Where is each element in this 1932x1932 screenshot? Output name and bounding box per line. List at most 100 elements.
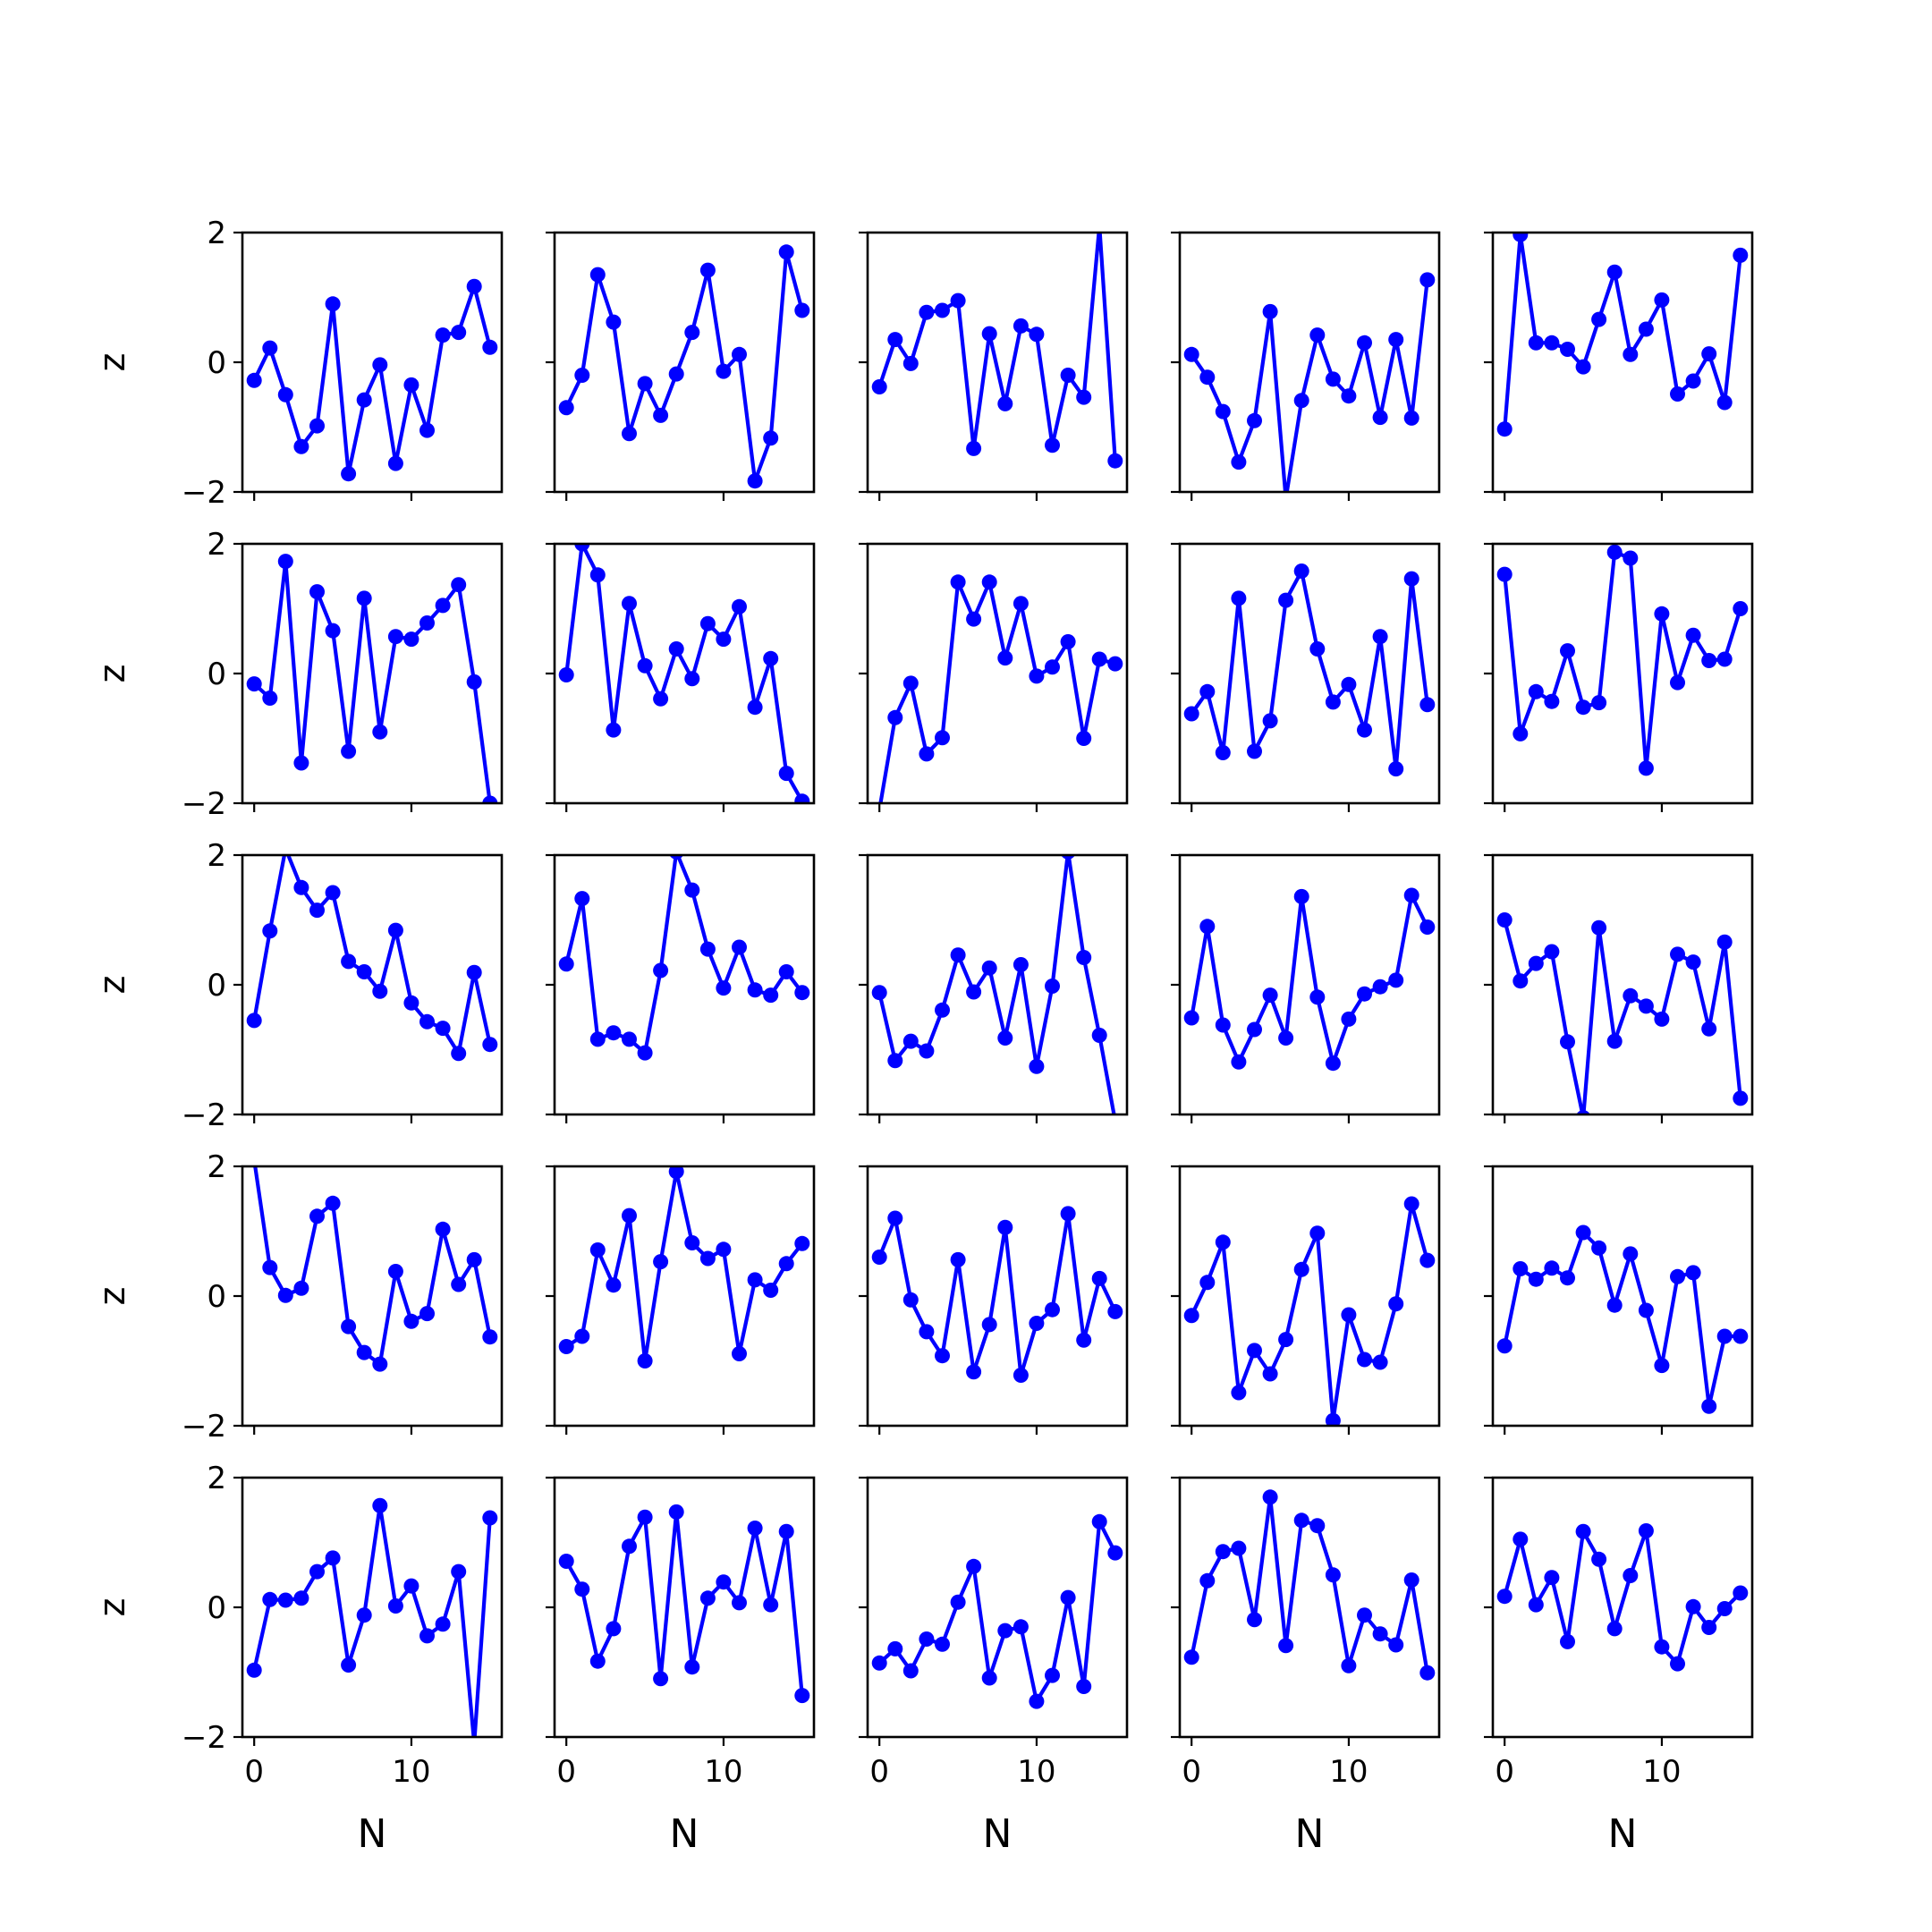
- data-point: [341, 743, 357, 759]
- data-point: [1045, 1667, 1060, 1683]
- data-point: [1513, 1531, 1529, 1547]
- data-point: [606, 722, 622, 738]
- x-tick-label: 10: [704, 1754, 742, 1790]
- data-point: [950, 1251, 966, 1267]
- data-point: [1623, 1568, 1639, 1583]
- series-line: [1190, 569, 1429, 771]
- data-point: [309, 418, 325, 434]
- data-point: [574, 544, 590, 552]
- data-point: [558, 1339, 574, 1354]
- data-point: [1341, 1307, 1357, 1323]
- data-point: [1419, 697, 1436, 713]
- data-point: [1654, 1639, 1670, 1655]
- data-point: [747, 1521, 763, 1536]
- panel-r4-c1: 0 10N: [546, 1476, 816, 1857]
- data-point: [1341, 388, 1357, 404]
- data-point: [919, 1043, 935, 1059]
- data-point: [966, 440, 982, 456]
- data-point: [1654, 292, 1670, 308]
- data-point: [1247, 743, 1262, 759]
- series-line: [877, 233, 1117, 462]
- data-point: [1544, 1260, 1560, 1276]
- data-point: [1733, 1328, 1749, 1344]
- data-point: [1045, 1301, 1060, 1318]
- panel-series: [871, 1513, 1123, 1709]
- panel-r3-c2: [859, 1165, 1129, 1435]
- data-point: [1325, 371, 1341, 387]
- data-point: [403, 1313, 419, 1329]
- data-point: [1309, 989, 1326, 1005]
- y-axis-label: z: [92, 1598, 133, 1617]
- data-point: [387, 922, 403, 938]
- data-point: [699, 1590, 716, 1606]
- data-point: [1638, 1302, 1654, 1318]
- data-point: [1685, 1265, 1701, 1281]
- data-point: [887, 1053, 903, 1069]
- data-point: [1029, 1316, 1045, 1331]
- data-point: [684, 882, 700, 898]
- data-point: [1528, 1597, 1544, 1613]
- data-point: [246, 676, 262, 692]
- data-point: [356, 1607, 372, 1623]
- series-line: [1190, 1201, 1429, 1423]
- series-line: [877, 1520, 1117, 1704]
- data-point: [981, 1670, 997, 1686]
- data-point: [1560, 1633, 1575, 1649]
- data-point: [325, 296, 341, 312]
- data-point: [763, 650, 779, 666]
- data-point: [558, 956, 574, 972]
- data-point: [1575, 359, 1591, 375]
- data-point: [1685, 1598, 1701, 1614]
- y-tick-label: 2: [207, 527, 226, 563]
- data-point: [419, 615, 435, 631]
- data-point: [1293, 1513, 1309, 1529]
- data-point: [372, 983, 388, 999]
- data-point: [1623, 550, 1639, 566]
- x-tick-label: 0: [1495, 1754, 1514, 1790]
- data-point: [684, 1235, 700, 1250]
- data-point: [1716, 1601, 1733, 1616]
- data-point: [466, 964, 482, 980]
- data-point: [1215, 1017, 1231, 1033]
- data-point: [1638, 1523, 1654, 1538]
- panel-series: [558, 244, 810, 489]
- data-point: [277, 1592, 293, 1608]
- data-point: [684, 1659, 700, 1675]
- data-point: [293, 879, 309, 895]
- y-tick-label: 0: [207, 345, 226, 381]
- data-point: [1107, 453, 1123, 469]
- panel-r2-c0: −2 0 2 z: [92, 838, 504, 1133]
- data-point: [1544, 1570, 1560, 1586]
- data-point: [1575, 1224, 1591, 1241]
- data-point: [919, 304, 935, 320]
- series-line: [1190, 893, 1429, 1065]
- data-point: [277, 1287, 293, 1303]
- data-point: [1262, 1489, 1278, 1505]
- data-point: [387, 1598, 403, 1614]
- data-point: [1076, 950, 1092, 965]
- data-point: [1419, 272, 1436, 288]
- x-axis-label: N: [1608, 1811, 1638, 1857]
- data-point: [1262, 713, 1278, 729]
- data-point: [372, 1356, 388, 1372]
- data-point: [747, 1272, 763, 1288]
- data-point: [747, 982, 763, 998]
- data-point: [1372, 629, 1388, 645]
- data-point: [1091, 1028, 1107, 1043]
- data-point: [1231, 1385, 1247, 1401]
- data-point: [637, 1509, 653, 1525]
- data-point: [387, 1264, 403, 1279]
- data-point: [1372, 1354, 1388, 1370]
- data-point: [1528, 1271, 1544, 1287]
- data-point: [716, 363, 732, 379]
- data-point: [622, 426, 637, 442]
- data-point: [293, 755, 309, 771]
- data-point: [966, 1364, 982, 1380]
- data-point: [1076, 1332, 1092, 1348]
- data-point: [637, 657, 653, 674]
- data-point: [341, 953, 357, 970]
- data-point: [1183, 346, 1199, 362]
- panel-r3-c4: [1484, 1165, 1754, 1435]
- x-tick-label: 0: [244, 1754, 264, 1790]
